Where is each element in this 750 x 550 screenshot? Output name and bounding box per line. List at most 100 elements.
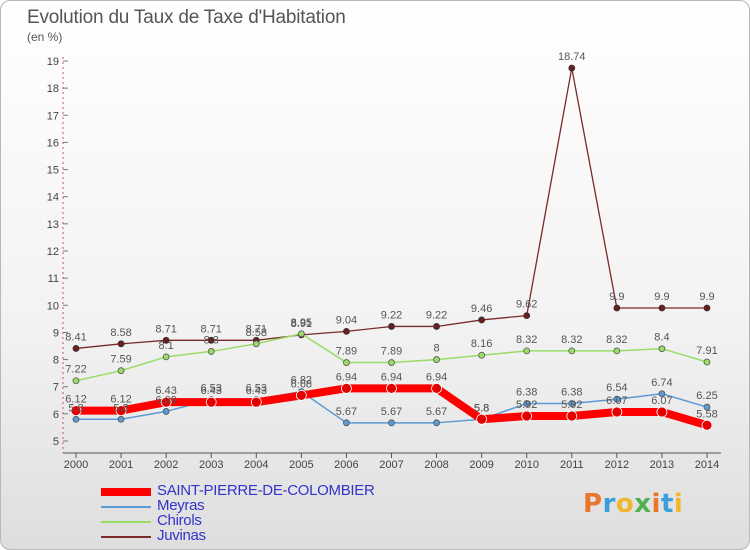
x-tick-label: 2008 xyxy=(424,459,448,471)
data-label: 9.22 xyxy=(381,309,402,321)
data-label: 6.43 xyxy=(155,385,176,397)
legend-label: SAINT-PIERRE-DE-COLOMBIER xyxy=(157,482,375,499)
data-point xyxy=(252,340,260,348)
data-point xyxy=(703,304,711,312)
data-label: 5.8 xyxy=(113,402,128,414)
data-label: 7.91 xyxy=(696,345,717,357)
legend-swatch xyxy=(101,521,151,523)
y-tick-label: 12 xyxy=(47,246,59,258)
legend-swatch xyxy=(101,506,151,508)
x-tick-label: 2005 xyxy=(289,459,313,471)
data-point xyxy=(568,347,576,355)
data-label: 8 xyxy=(434,343,440,355)
data-label: 6.74 xyxy=(651,377,672,389)
data-label: 9.46 xyxy=(471,303,492,315)
data-point xyxy=(72,415,80,423)
data-point xyxy=(658,345,666,353)
data-point xyxy=(115,405,127,417)
data-point xyxy=(388,323,395,330)
data-label: 9.62 xyxy=(516,299,537,311)
data-point xyxy=(433,419,440,427)
y-tick-label: 16 xyxy=(47,137,59,149)
data-point xyxy=(611,406,623,418)
x-tick-label: 2013 xyxy=(650,459,674,471)
data-point xyxy=(343,419,350,427)
data-point xyxy=(613,347,621,355)
data-label: 6.25 xyxy=(696,390,717,402)
data-label: 8.71 xyxy=(155,323,176,335)
data-point xyxy=(388,419,395,427)
data-point xyxy=(207,348,215,355)
data-label: 8.4 xyxy=(654,332,669,344)
data-point xyxy=(656,406,668,418)
data-point xyxy=(207,336,215,344)
y-tick-label: 11 xyxy=(48,273,59,285)
x-tick-label: 2007 xyxy=(379,459,403,471)
series-2 xyxy=(72,330,711,385)
data-point xyxy=(250,396,262,408)
data-point xyxy=(521,410,533,422)
legend-label: Meyras xyxy=(157,497,205,514)
x-tick-label: 2009 xyxy=(469,459,493,471)
data-label: 5.67 xyxy=(426,406,447,418)
x-tick-label: 2003 xyxy=(199,459,223,471)
data-point xyxy=(568,400,576,407)
y-tick-label: 10 xyxy=(47,300,59,312)
data-label: 7.89 xyxy=(381,346,402,358)
data-point xyxy=(343,327,350,335)
data-point xyxy=(523,312,531,320)
data-point xyxy=(701,419,713,431)
y-tick-label: 13 xyxy=(47,219,59,231)
data-label: 7.59 xyxy=(110,354,131,366)
data-point xyxy=(70,405,82,417)
data-label: 8.58 xyxy=(110,327,131,339)
data-label: 9.22 xyxy=(426,309,447,321)
y-tick-label: 19 xyxy=(47,56,59,68)
data-point xyxy=(162,336,170,344)
data-label: 18.74 xyxy=(558,51,586,63)
x-tick-label: 2011 xyxy=(560,459,584,471)
y-tick-label: 6 xyxy=(53,409,59,421)
data-label: 6.82 xyxy=(291,375,312,387)
x-tick-label: 2001 xyxy=(109,459,133,471)
data-point xyxy=(566,410,578,422)
series-0 xyxy=(70,382,713,431)
data-point xyxy=(476,413,488,425)
data-label: 8.1 xyxy=(158,340,173,352)
data-point xyxy=(388,359,395,366)
data-label: 6.53 xyxy=(246,382,267,394)
y-tick-label: 9 xyxy=(53,327,59,339)
data-point xyxy=(703,358,711,366)
data-label: 9.04 xyxy=(336,314,357,326)
data-label: 6.94 xyxy=(381,371,402,383)
data-label: 8.41 xyxy=(65,331,86,343)
data-label: 6.54 xyxy=(606,382,627,394)
data-point xyxy=(478,316,486,324)
data-label: 8.16 xyxy=(471,338,492,350)
data-label: 5.8 xyxy=(474,402,489,414)
data-label: 6.43 xyxy=(201,385,222,397)
x-tick-label: 2014 xyxy=(695,459,719,471)
data-point xyxy=(341,382,352,394)
data-point xyxy=(613,304,621,312)
data-point xyxy=(568,64,576,72)
x-tick-label: 2002 xyxy=(154,459,178,471)
data-point xyxy=(162,408,170,415)
data-label: 8.32 xyxy=(561,334,582,346)
y-tick-label: 8 xyxy=(53,355,59,367)
data-point xyxy=(117,367,125,375)
data-label: 5.8 xyxy=(474,402,489,414)
legend-label: Juvinas xyxy=(157,527,206,544)
data-point xyxy=(295,389,307,401)
data-label: 8.71 xyxy=(201,323,222,335)
data-point xyxy=(72,345,80,352)
data-point xyxy=(523,400,531,407)
data-label: 6.94 xyxy=(336,371,357,383)
series-3 xyxy=(72,64,711,352)
x-tick-label: 2010 xyxy=(514,459,538,471)
data-label: 6.38 xyxy=(516,387,537,399)
data-label: 6.68 xyxy=(291,378,312,390)
legend-swatch xyxy=(101,536,151,538)
data-point xyxy=(205,396,217,408)
